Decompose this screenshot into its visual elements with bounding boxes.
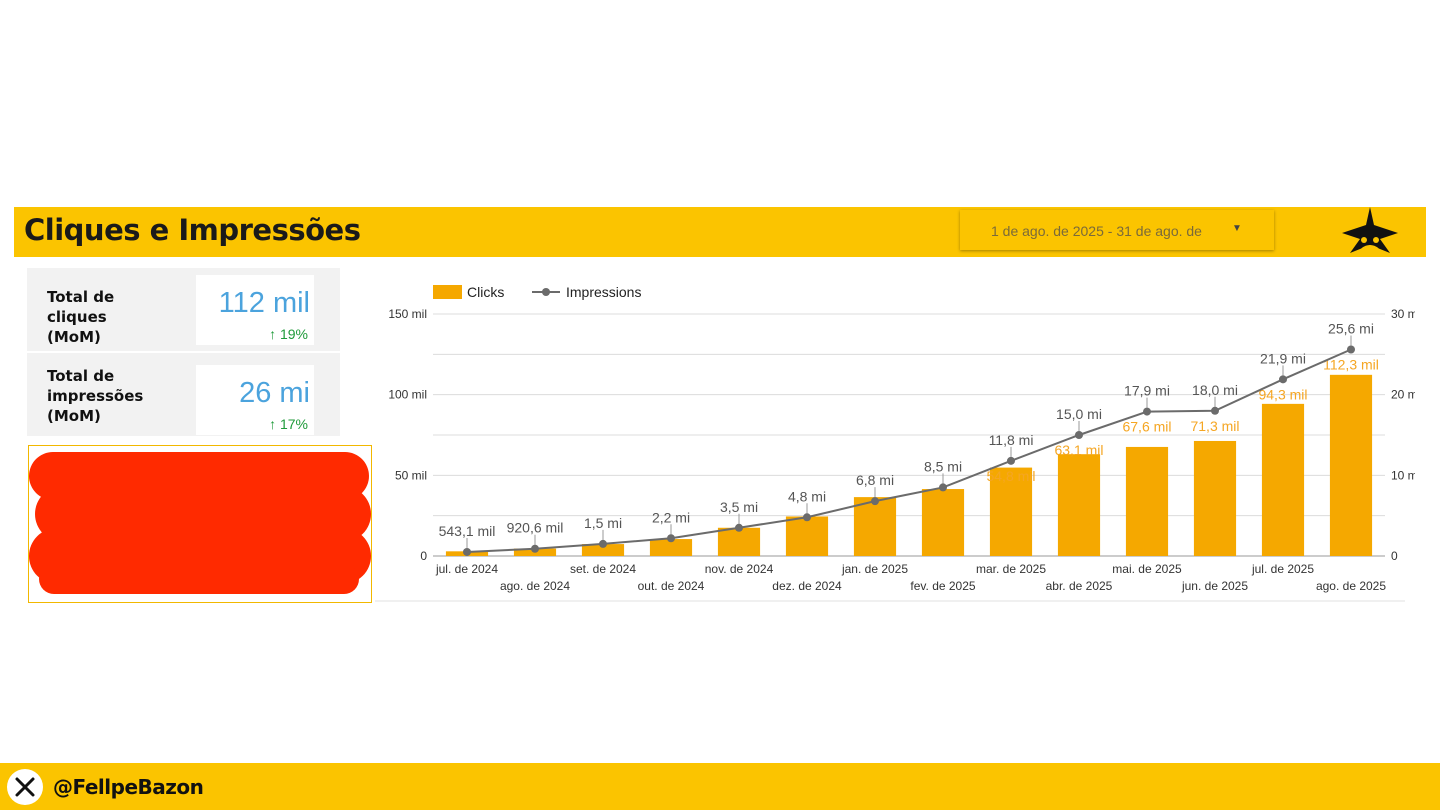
legend-swatch-impressions-dot — [542, 288, 550, 296]
scorecard-delta: ↑ 19% — [269, 326, 308, 342]
point-impressions — [1143, 407, 1151, 416]
line-data-label: 17,9 mi — [1124, 383, 1170, 399]
scorecard-delta: ↑ 17% — [269, 416, 308, 432]
page-title: Cliques e Impressões — [24, 213, 361, 247]
point-impressions — [1075, 431, 1083, 439]
left-axis-tick-label: 0 — [420, 549, 427, 563]
x-axis-tick-label: dez. de 2024 — [772, 579, 842, 593]
x-axis-tick-label: fev. de 2025 — [910, 579, 975, 593]
x-axis-tick-label: abr. de 2025 — [1046, 579, 1113, 593]
bar-clicks — [649, 539, 693, 556]
point-impressions — [735, 523, 743, 532]
bar-data-label: 94,3 mil — [1258, 386, 1307, 402]
bar-clicks — [717, 527, 761, 556]
left-axis-tick-label: 150 mil — [388, 307, 427, 321]
scorecard-value-box: 26 mi ↑ 17% — [196, 365, 314, 435]
line-data-label: 11,8 mi — [989, 432, 1034, 448]
bar-clicks — [853, 497, 897, 556]
line-data-label: 21,9 mi — [1260, 350, 1306, 366]
point-impressions — [1279, 375, 1287, 384]
bar-clicks — [1193, 440, 1237, 556]
brand-logo-icon — [1342, 207, 1398, 253]
legend-label-impressions: Impressions — [566, 284, 641, 300]
date-range-picker[interactable]: 1 de ago. de 2025 - 31 de ago. de ▼ — [960, 210, 1274, 250]
point-impressions — [1211, 406, 1219, 415]
bar-data-label: 63,1 mil — [1054, 442, 1103, 458]
x-axis-tick-label: out. de 2024 — [638, 579, 705, 593]
bar-data-label: 67,6 mil — [1122, 419, 1171, 435]
scorecard-total-impressions[interactable]: Total de impressões (MoM) 26 mi ↑ 17% — [27, 353, 340, 436]
x-logo-icon — [7, 769, 43, 805]
scorecard-total-clicks[interactable]: Total de cliques (MoM) 112 mil ↑ 19% — [27, 268, 340, 351]
bar-data-label: 71,3 mil — [1190, 418, 1239, 434]
point-impressions — [1007, 456, 1015, 465]
bar-clicks — [785, 516, 829, 556]
x-axis-tick-label: ago. de 2025 — [1316, 579, 1386, 593]
redaction-scribble — [29, 452, 371, 594]
line-data-label: 3,5 mi — [720, 499, 758, 515]
x-axis-tick-label: mai. de 2025 — [1112, 562, 1182, 576]
point-impressions — [599, 539, 607, 548]
scorecard-value: 112 mil — [218, 287, 310, 319]
x-axis-tick-label: jul. de 2024 — [435, 562, 498, 576]
scorecard-value-box: 112 mil ↑ 19% — [196, 275, 314, 345]
left-axis-tick-label: 100 mil — [388, 388, 427, 402]
line-data-label: 8,5 mi — [924, 458, 962, 474]
point-impressions — [667, 534, 675, 543]
line-data-label: 6,8 mi — [856, 472, 894, 488]
dropdown-caret-icon: ▼ — [1232, 223, 1242, 234]
line-data-label: 15,0 mi — [1056, 406, 1102, 422]
redacted-panel — [28, 445, 372, 603]
header-bar: Cliques e Impressões 1 de ago. de 2025 -… — [14, 207, 1426, 257]
bar-clicks — [581, 544, 625, 556]
legend-label-clicks: Clicks — [467, 284, 504, 300]
date-range-text: 1 de ago. de 2025 - 31 de ago. de — [991, 223, 1202, 239]
point-impressions — [871, 497, 879, 506]
bar-data-label: 112,3 mil — [1323, 356, 1379, 372]
x-axis-tick-label: jun. de 2025 — [1181, 579, 1248, 593]
line-data-label: 1,5 mi — [584, 515, 622, 531]
x-axis-tick-label: mar. de 2025 — [976, 562, 1046, 576]
scorecard-value: 26 mi — [239, 377, 310, 409]
line-data-label: 543,1 mil — [439, 523, 496, 539]
x-axis-tick-label: set. de 2024 — [570, 562, 636, 576]
bar-clicks — [921, 489, 965, 556]
bar-clicks — [1125, 446, 1169, 556]
point-impressions — [939, 483, 947, 492]
bar-clicks — [989, 467, 1033, 556]
right-axis-tick-label: 10 mi — [1391, 468, 1415, 482]
right-axis-tick-label: 0 — [1391, 549, 1398, 563]
scorecard-label: Total de cliques (MoM) — [47, 288, 115, 346]
line-data-label: 4,8 mi — [788, 488, 826, 504]
chart-svg: 0 50 mil 100 mil 150 mil 0 10 mi 20 mi 30 mi jul… — [375, 284, 1420, 602]
line-data-label: 920,6 mil — [507, 520, 564, 536]
bar-clicks — [1329, 374, 1373, 556]
right-axis-tick-label: 20 mi — [1391, 388, 1415, 402]
line-data-label: 18,0 mi — [1192, 382, 1238, 398]
point-impressions — [531, 544, 539, 553]
left-axis-tick-label: 50 mil — [395, 468, 427, 482]
point-impressions — [803, 513, 811, 522]
social-handle: @FellpeBazon — [53, 775, 204, 799]
bar-clicks — [1057, 454, 1101, 556]
bar-clicks — [1261, 403, 1305, 556]
right-axis-tick-label: 30 mi — [1391, 307, 1415, 321]
x-axis-tick-label: ago. de 2024 — [500, 579, 570, 593]
legend-swatch-clicks — [433, 285, 462, 299]
point-impressions — [463, 547, 471, 556]
point-impressions — [1347, 345, 1355, 354]
x-axis-tick-label: jan. de 2025 — [841, 562, 908, 576]
scorecard-label: Total de impressões (MoM) — [47, 367, 144, 425]
line-impressions — [466, 348, 1352, 553]
x-axis-tick-label: nov. de 2024 — [705, 562, 774, 576]
x-axis-tick-label: jul. de 2025 — [1251, 562, 1314, 576]
bar-data-label: 54,8 mil — [986, 468, 1035, 484]
line-data-label: 25,6 mi — [1328, 320, 1374, 336]
footer-bar: @FellpeBazon — [0, 763, 1440, 810]
clicks-impressions-chart: 0 50 mil 100 mil 150 mil 0 10 mi 20 mi 30 mi jul… — [375, 268, 1420, 608]
line-data-label: 2,2 mi — [652, 509, 690, 525]
